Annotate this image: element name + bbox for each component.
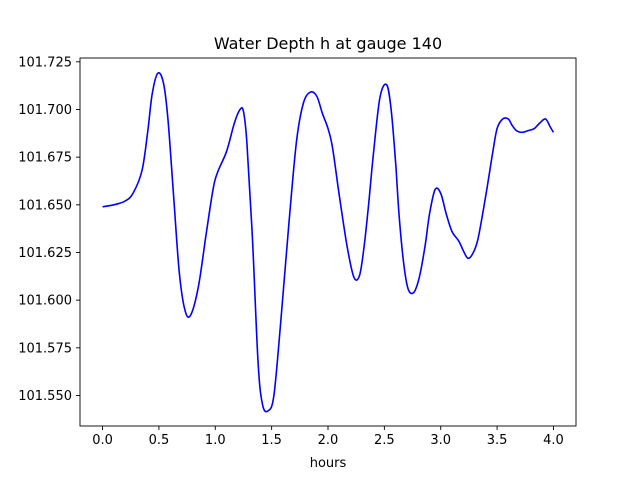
x-tick-label: 1.5 [261,433,282,448]
y-tick-label: 101.675 [18,151,72,166]
y-tick-label: 101.550 [18,389,72,404]
y-tick-label: 101.575 [18,341,72,356]
y-tick-label: 101.650 [18,198,72,213]
x-axis-label: hours [310,456,347,471]
x-tick-label: 4.0 [543,433,564,448]
y-tick-label: 101.600 [18,294,72,309]
x-tick-label: 3.0 [430,433,451,448]
chart-title: Water Depth h at gauge 140 [214,34,442,53]
x-tick-label: 2.5 [374,433,395,448]
y-tick-label: 101.725 [18,55,72,70]
series-line-0 [102,72,555,413]
y-tick-label: 101.625 [18,246,72,261]
y-tick-label: 101.700 [18,103,72,118]
x-tick-label: 0.0 [92,433,113,448]
y-axis: 101.550 101.575 101.600 101.625 101.650 101.6… [18,55,80,404]
x-tick-label: 2.0 [318,433,339,448]
x-tick-label: 1.0 [205,433,226,448]
x-tick-label: 3.5 [487,433,508,448]
x-tick-label: 0.5 [149,433,170,448]
x-axis: 0.0 0.5 1.0 1.5 2.0 2.5 3.0 3.5 4.0 [92,426,564,448]
